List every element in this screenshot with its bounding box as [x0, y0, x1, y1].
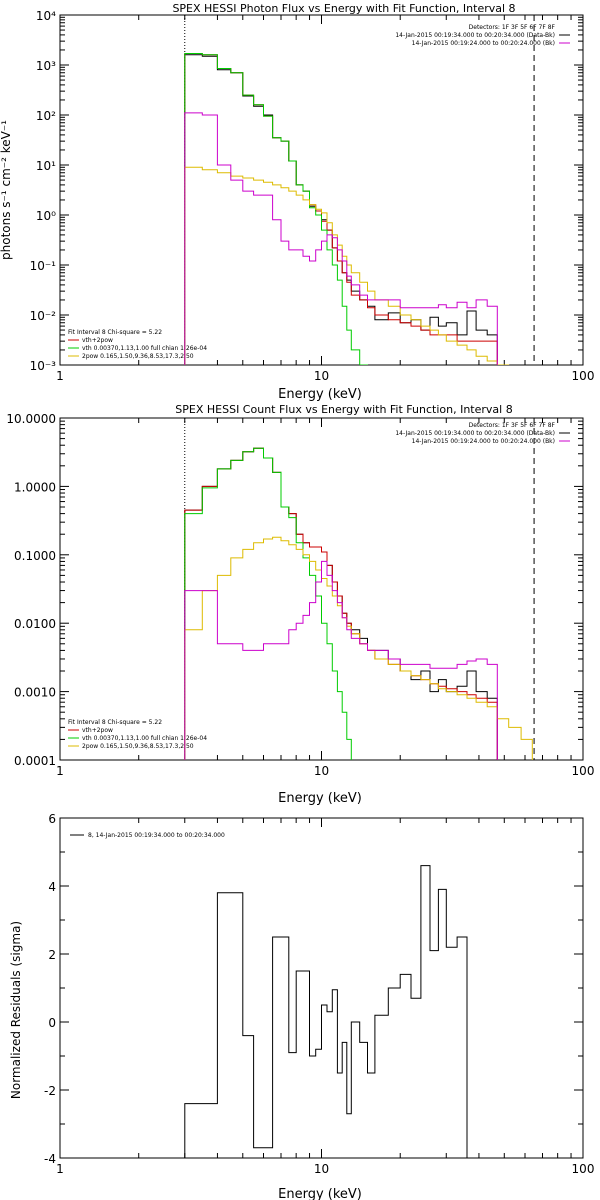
y-tick-label: 1.0000 — [14, 480, 56, 494]
photon-flux-title: SPEX HESSI Photon Flux vs Energy with Fi… — [172, 2, 515, 15]
series-vth — [184, 53, 368, 365]
y-tick-label: 4 — [48, 880, 56, 894]
y-tick-label: 0.0010 — [14, 686, 56, 700]
y-tick-label: 10² — [36, 109, 56, 123]
count-flux-legend-bottom: Fit Interval 8 Chi-square = 5.22 vth+2po… — [68, 719, 207, 750]
legend-vth-2pow: vth+2pow — [82, 337, 113, 344]
x-tick-label: 10 — [314, 764, 329, 778]
legend-detectors: Detectors: 1F 3F 5F 6F 7F 8F — [469, 24, 556, 31]
count-flux-panel: SPEX HESSI Count Flux vs Energy with Fit… — [6, 403, 594, 806]
x-tick-label: 1 — [56, 1162, 64, 1176]
y-tick-label: -4 — [44, 1152, 56, 1166]
series-total — [184, 54, 498, 365]
y-tick-label: 10⁴ — [36, 9, 56, 23]
x-tick-label: 100 — [572, 369, 595, 383]
series-group — [184, 447, 533, 760]
legend-vth-2pow: vth+2pow — [82, 727, 113, 734]
series-vth_2pow — [184, 447, 498, 760]
count-flux-title: SPEX HESSI Count Flux vs Energy with Fit… — [175, 403, 512, 416]
series-bk — [184, 560, 498, 760]
y-tick-label: 0.1000 — [14, 549, 56, 563]
y-tick-label: 10.0000 — [6, 412, 56, 426]
legend-data-interval: 14-Jan-2015 00:19:34.000 to 00:20:34.000… — [395, 32, 555, 39]
legend-2pow: 2pow 0.165,1.50,9.36,8.53,17.3,2.50 — [82, 353, 194, 360]
plot-frame — [59, 14, 584, 366]
y-tick-label: 10⁰ — [36, 209, 56, 223]
legend-bk-interval: 14-Jan-2015 00:19:24.000 to 00:20:24.000… — [412, 438, 555, 445]
series-group — [184, 865, 468, 1158]
series-vth — [184, 447, 352, 760]
residuals-xlabel: Energy (keV) — [278, 1187, 362, 1200]
photon-flux-xlabel: Energy (keV) — [278, 387, 362, 402]
count-flux-legend-top: Detectors: 1F 3F 5F 6F 7F 8F 14-Jan-2015… — [395, 422, 555, 445]
y-tick-label: 10⁻² — [30, 309, 57, 323]
x-tick-label: 100 — [572, 1162, 595, 1176]
x-tick-label: 10 — [314, 369, 329, 383]
legend-vth: vth 0.00370,1.13,1.00 full chian 1.26e-0… — [82, 735, 207, 742]
series-bk — [184, 112, 498, 365]
y-tick-label: 10⁻³ — [30, 359, 57, 373]
photon-flux-legend-bottom: Fit Interval 8 Chi-square = 5.22 vth+2po… — [68, 329, 207, 360]
legend-vth: vth 0.00370,1.13,1.00 full chian 1.26e-0… — [82, 345, 207, 352]
series-group — [184, 53, 510, 365]
legend-fit-interval: Fit Interval 8 Chi-square = 5.22 — [68, 719, 162, 726]
y-tick-label: 6 — [48, 812, 56, 826]
x-tick-label: 100 — [572, 764, 595, 778]
residuals-panel: Normalized Residuals (sigma) Energy (keV… — [9, 812, 594, 1200]
plot-frame — [59, 817, 584, 1159]
y-tick-label: 2 — [48, 948, 56, 962]
y-tick-label: 0 — [48, 1016, 56, 1030]
series-two_pow — [184, 166, 510, 365]
series-vth_2pow — [184, 53, 498, 365]
y-tick-label: 0.0001 — [14, 754, 56, 768]
x-tick-label: 1 — [56, 764, 64, 778]
legend-2pow: 2pow 0.165,1.50,9.36,8.53,17.3,2.50 — [82, 743, 194, 750]
photon-flux-ylabel: photons s⁻¹ cm⁻² keV⁻¹ — [0, 120, 13, 260]
y-tick-label: 0.0100 — [14, 617, 56, 631]
residuals-legend: 8, 14-Jan-2015 00:19:34.000 to 00:20:34.… — [88, 832, 225, 839]
x-tick-label: 10 — [314, 1162, 329, 1176]
count-flux-xlabel: Energy (keV) — [278, 791, 362, 806]
y-tick-label: 10¹ — [36, 159, 56, 173]
plot-frame — [59, 417, 584, 761]
photon-flux-panel: SPEX HESSI Photon Flux vs Energy with Fi… — [0, 2, 594, 402]
y-tick-label: -2 — [44, 1084, 56, 1098]
photon-flux-legend-top: Detectors: 1F 3F 5F 6F 7F 8F 14-Jan-2015… — [395, 24, 555, 47]
series-total — [184, 865, 468, 1158]
y-tick-label: 10³ — [36, 59, 56, 73]
series-total — [184, 447, 498, 760]
legend-bk-interval: 14-Jan-2015 00:19:24.000 to 00:20:24.000… — [412, 40, 555, 47]
legend-fit-interval: Fit Interval 8 Chi-square = 5.22 — [68, 329, 162, 336]
x-tick-label: 1 — [56, 369, 64, 383]
residuals-ylabel: Normalized Residuals (sigma) — [9, 921, 23, 1099]
y-tick-label: 10⁻¹ — [30, 259, 57, 273]
legend-data-interval: 14-Jan-2015 00:19:34.000 to 00:20:34.000… — [395, 430, 555, 437]
legend-detectors: Detectors: 1F 3F 5F 6F 7F 8F — [469, 422, 556, 429]
